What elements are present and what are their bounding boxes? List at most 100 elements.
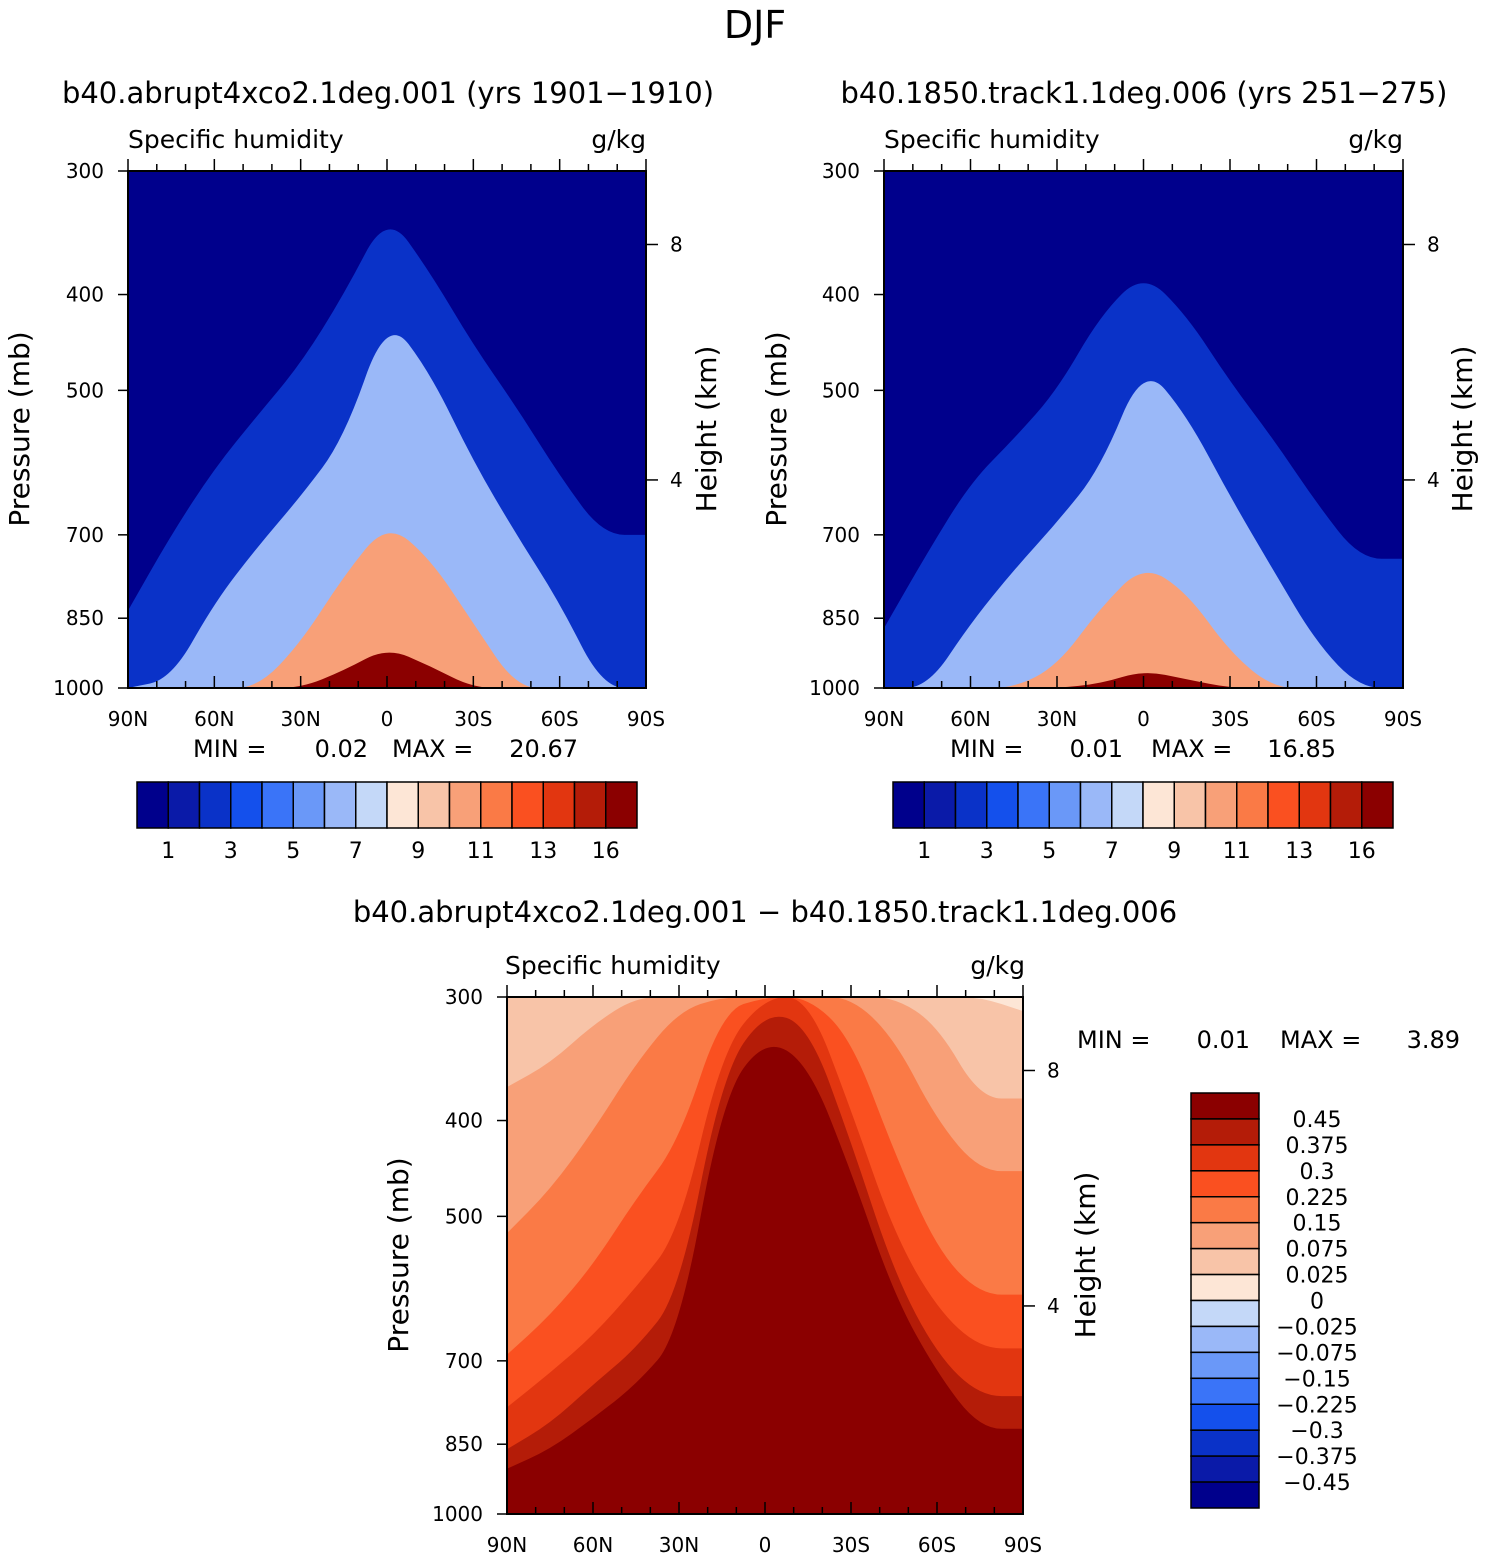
colorbar-swatch [1079,781,1113,829]
colorbar-swatch [198,781,232,829]
x-tick-label: 60S [541,707,579,731]
colorbar-swatch [292,781,326,829]
colorbar-swatch [542,781,576,829]
x-tick-label: 30S [1211,707,1249,731]
colorbar-label: 11 [467,839,495,864]
max-value: 16.85 [1267,735,1336,763]
x-tick-label: 60N [573,1533,613,1557]
colorbar-label: 0.075 [1286,1238,1349,1263]
y-tick-label: 400 [66,283,104,307]
colorbar-label: −0.15 [1283,1367,1350,1392]
colorbar-label: −0.3 [1290,1419,1343,1444]
y-tick-label: 300 [66,159,104,183]
min-value: 0.01 [1197,1026,1250,1054]
min-value: 0.02 [315,735,368,763]
y-axis-label: Pressure (mb) [382,1157,415,1352]
y2-tick-label: 8 [1047,1058,1060,1082]
colorbar-swatch [1017,781,1050,829]
colorbar-label: 9 [1167,839,1181,864]
colorbar-swatch [1190,1092,1260,1120]
colorbar-swatch [511,781,544,829]
colorbar-label: 5 [1042,839,1056,864]
min-value: 0.01 [1070,735,1123,763]
y-tick-label: 300 [822,159,860,183]
colorbar-label: 7 [1105,839,1119,864]
colorbar-swatch [136,781,169,829]
colorbar-swatch [1329,781,1363,829]
min-label: MIN = [1077,1026,1150,1054]
x-tick-label: 30N [280,707,320,731]
colorbar-swatch [1173,781,1207,829]
x-tick-label: 60S [918,1533,956,1557]
panel-1850-control: b40.1850.track1.1deg.006 (yrs 251−275) S… [760,76,1479,864]
colorbar-swatch [605,781,638,829]
colorbar-swatch [923,781,957,829]
colorbar-swatch [261,781,294,829]
max-label: MAX = [1151,735,1232,763]
colorbar-swatch [1267,781,1300,829]
colorbar-label: −0.075 [1276,1341,1357,1366]
contour-band-16 [128,652,646,688]
colorbar-swatch [573,781,607,829]
colorbar-swatch [1111,781,1144,829]
variable-label: Specific humidity [128,125,344,154]
max-label: MAX = [392,735,473,763]
max-value: 3.89 [1407,1026,1460,1054]
y-tick-label: 850 [822,606,860,630]
y-tick-label: 850 [445,1432,483,1456]
colorbar-label: 1 [917,839,931,864]
colorbar: 0.450.3750.30.2250.150.0750.0250−0.025−0… [1190,1092,1358,1509]
page-title: DJF [724,3,786,47]
colorbar-label: 0.15 [1293,1212,1342,1237]
x-tick-label: 30N [1037,707,1077,731]
colorbar-swatch [1190,1273,1260,1302]
y-tick-label: 700 [822,523,860,547]
x-tick-label: 30N [659,1533,699,1557]
colorbar-swatch [1190,1377,1260,1405]
y-tick-label: 300 [445,985,483,1009]
colorbar-swatch [1190,1170,1260,1198]
y2-tick-label: 4 [1427,468,1440,492]
x-tick-label: 90N [487,1533,527,1557]
panel-title: b40.1850.track1.1deg.006 (yrs 251−275) [841,76,1448,110]
colorbar-swatch [167,781,201,829]
y-tick-label: 500 [445,1204,483,1228]
variable-label: Specific humidity [505,951,721,980]
min-max-readout: MIN = 0.02 MAX = 20.67 [193,735,578,763]
contour-band-9 [884,572,1403,688]
x-tick-label: 30S [832,1533,870,1557]
y-tick-label: 400 [822,283,860,307]
colorbar-swatch [1190,1481,1260,1509]
y-tick-label: 500 [66,378,104,402]
x-tick-label: 60N [194,707,234,731]
y-tick-label: 850 [66,606,104,630]
colorbar-swatch [892,781,925,829]
contour-band-9 [128,533,646,688]
colorbar-swatch [448,781,482,829]
contour-plot: 90N 60N 30N 0 30S 60S 90S 300 400 500 700 850 1000 8 4 [809,159,1440,731]
colorbar-swatch [1190,1351,1260,1380]
units-label: g/kg [970,951,1025,980]
colorbar-swatch [1190,1196,1260,1224]
colorbar-label: 0.025 [1286,1264,1349,1289]
panel-title: b40.abrupt4xco2.1deg.001 (yrs 1901−1910) [62,76,714,110]
colorbar-label: −0.025 [1276,1315,1357,1340]
y-axis-label: Pressure (mb) [3,331,36,526]
colorbar-label: 0 [1310,1290,1324,1315]
colorbar-swatch [1204,781,1238,829]
max-value: 20.67 [509,735,578,763]
x-tick-label: 90S [627,707,665,731]
y2-tick-label: 4 [670,468,683,492]
y-tick-label: 700 [445,1349,483,1373]
colorbar-swatch [1190,1403,1260,1431]
contour-band-0.45 [507,1046,1023,1514]
y2-tick-label: 8 [670,232,683,256]
x-tick-label: 0 [759,1533,772,1557]
contour-band-4 [884,381,1403,688]
colorbar-label: 1 [161,839,175,864]
colorbar-swatch [230,781,263,829]
colorbar-swatch [1236,781,1269,829]
contour-band-4 [128,335,646,688]
colorbar-label: 3 [224,839,238,864]
colorbar-swatch [1142,781,1175,829]
